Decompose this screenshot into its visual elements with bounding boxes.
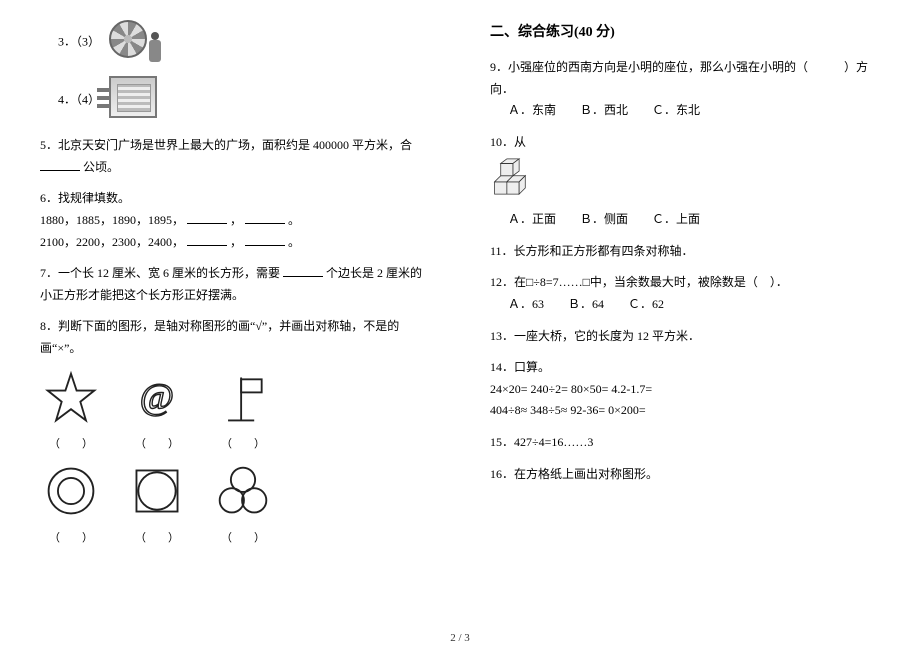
shape-at: @ — [126, 370, 188, 434]
shape-circle-in-square — [126, 463, 188, 527]
section-2-title: 二、综合练习(40 分) — [490, 20, 880, 45]
q6-blank2[interactable] — [245, 212, 285, 224]
q6: 6．找规律填数。 1880，1885，1890，1895， ， 。 2100，2… — [40, 188, 430, 253]
q13: 13．一座大桥，它的长度为 12 平方米． — [490, 326, 880, 348]
shape-ring — [40, 463, 102, 527]
q12-text: 12．在□÷8=7……□中，当余数最大时，被除数是（ ）． — [490, 272, 880, 294]
q6-line2: 2100，2200，2300，2400， ， 。 — [40, 232, 430, 254]
q6-l1c: 。 — [288, 213, 300, 227]
page-number: 2 / 3 — [0, 632, 920, 644]
machine-image — [109, 76, 157, 126]
left-column: 3．（3） 4．（4） 5．北京天安门广场是世界上最大的广场，面积约是 4000… — [40, 20, 430, 556]
q16: 16．在方格纸上画出对称图形。 — [490, 464, 880, 486]
q6-blank4[interactable] — [245, 234, 285, 246]
cube-icon — [490, 158, 536, 198]
q9-options[interactable]: Ａ．东南 Ｂ．西北 Ｃ．东北 — [490, 100, 880, 122]
paren-6[interactable]: （ ） — [212, 529, 274, 549]
q6-l2c: 。 — [288, 235, 300, 249]
q6-blank1[interactable] — [187, 212, 227, 224]
q12: 12．在□÷8=7……□中，当余数最大时，被除数是（ ）． Ａ．63 Ｂ．64 … — [490, 272, 880, 315]
q7-blank[interactable] — [283, 265, 323, 277]
shape-three-circles — [212, 463, 274, 527]
q10-options[interactable]: Ａ．正面 Ｂ．侧面 Ｃ．上面 — [490, 209, 880, 231]
q14-line2: 404÷8≈ 348÷5≈ 92-36= 0×200= — [490, 400, 880, 422]
shape-star — [40, 370, 102, 434]
q6-blank3[interactable] — [187, 234, 227, 246]
q10-text: 10．从 — [490, 132, 880, 154]
q6-l1b: ， — [230, 213, 242, 227]
q6-l1a: 1880，1885，1890，1895， — [40, 213, 184, 227]
q14: 14．口算。 24×20= 240÷2= 80×50= 4.2-1.7= 404… — [490, 357, 880, 422]
right-column: 二、综合练习(40 分) 9．小强座位的西南方向是小明的座位，那么小强在小明的（… — [490, 20, 880, 556]
q11: 11．长方形和正方形都有四条对称轴． — [490, 241, 880, 263]
q4: 4．（4） — [40, 76, 430, 126]
q7-a: 7．一个长 12 厘米、宽 6 厘米的长方形，需要 — [40, 266, 280, 280]
shapes-grid: @ （ ） （ ） （ ） — [40, 370, 430, 549]
q6-l2b: ， — [230, 235, 242, 249]
q8: 8．判断下面的图形，是轴对称图形的画“√”，并画出对称轴，不是的画“×”。 — [40, 316, 430, 359]
paren-1[interactable]: （ ） — [40, 435, 102, 455]
q5-blank[interactable] — [40, 159, 80, 171]
q15: 15．427÷4=16……3 — [490, 432, 880, 454]
q7: 7．一个长 12 厘米、宽 6 厘米的长方形，需要 个边长是 2 厘米的小正方形… — [40, 263, 430, 306]
paren-2[interactable]: （ ） — [126, 435, 188, 455]
paren-5[interactable]: （ ） — [126, 529, 188, 549]
q9: 9．小强座位的西南方向是小明的座位，那么小强在小明的（ ）方向． Ａ．东南 Ｂ．… — [490, 57, 880, 122]
q10: 10．从 Ａ．正面 Ｂ．侧面 Ｃ．上面 — [490, 132, 880, 231]
q6-l2a: 2100，2200，2300，2400， — [40, 235, 184, 249]
q6-line1: 1880，1885，1890，1895， ， 。 — [40, 210, 430, 232]
q8-text: 8．判断下面的图形，是轴对称图形的画“√”，并画出对称轴，不是的画“×”。 — [40, 319, 399, 355]
q14-title: 14．口算。 — [490, 357, 880, 379]
q4-label: 4．（4） — [58, 92, 100, 106]
q14-line1: 24×20= 240÷2= 80×50= 4.2-1.7= — [490, 379, 880, 401]
paren-4[interactable]: （ ） — [40, 529, 102, 549]
q5: 5．北京天安门广场是世界上最大的广场，面积约是 400000 平方米，合 公顷。 — [40, 135, 430, 178]
fan-image — [109, 20, 163, 66]
q3: 3．（3） — [40, 20, 430, 66]
q3-label: 3．（3） — [58, 35, 100, 49]
q5-text: 5．北京天安门广场是世界上最大的广场，面积约是 400000 平方米，合 — [40, 138, 412, 152]
shape-flag — [212, 370, 274, 434]
paren-3[interactable]: （ ） — [212, 435, 274, 455]
q5-tail: 公顷。 — [83, 160, 119, 174]
q12-options[interactable]: Ａ．63 Ｂ．64 Ｃ．62 — [490, 294, 880, 316]
q6-title: 6．找规律填数。 — [40, 188, 430, 210]
svg-text:@: @ — [140, 377, 174, 418]
q9-text: 9．小强座位的西南方向是小明的座位，那么小强在小明的（ ）方向． — [490, 57, 880, 100]
